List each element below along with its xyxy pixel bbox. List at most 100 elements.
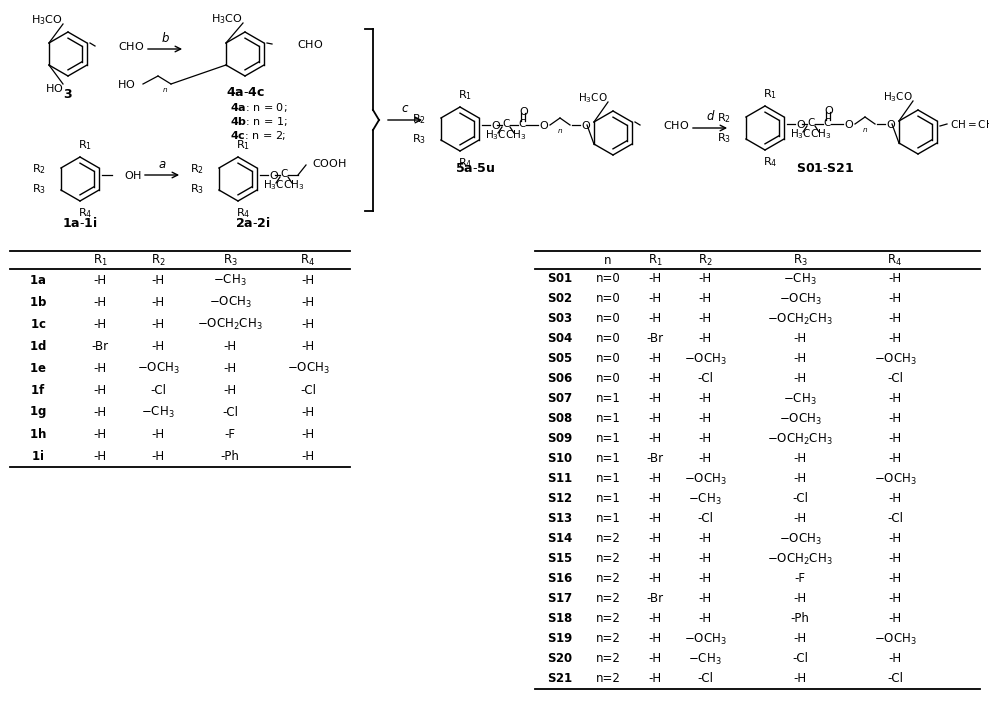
Text: -H: -H [698, 592, 711, 605]
Text: n=0: n=0 [595, 313, 620, 326]
Text: $\mathregular{O}$: $\mathregular{O}$ [491, 119, 501, 131]
Text: n=2: n=2 [595, 572, 620, 585]
Text: $\mathregular{C}$: $\mathregular{C}$ [280, 167, 289, 179]
Text: n=1: n=1 [595, 493, 620, 505]
Text: $\mathbf{1a}$: $\mathbf{1a}$ [30, 273, 46, 286]
Text: $\mathregular{CHO}$: $\mathregular{CHO}$ [297, 38, 323, 50]
Text: -H: -H [302, 296, 315, 308]
Text: $-\mathrm{OCH_2CH_3}$: $-\mathrm{OCH_2CH_3}$ [767, 551, 833, 567]
Text: n=1: n=1 [595, 413, 620, 426]
Text: -Cl: -Cl [792, 493, 808, 505]
Text: $-\mathrm{CH_3}$: $-\mathrm{CH_3}$ [688, 492, 722, 507]
Text: -Cl: -Cl [697, 513, 713, 526]
Text: $\mathregular{O}$: $\mathregular{O}$ [519, 105, 529, 117]
Text: -H: -H [888, 552, 902, 566]
Text: n: n [604, 254, 612, 267]
Text: -Cl: -Cl [792, 653, 808, 666]
Text: $-\mathrm{CH_3}$: $-\mathrm{CH_3}$ [141, 405, 175, 420]
Text: $\mathbf{4b}$: n = 1;: $\mathbf{4b}$: n = 1; [230, 116, 288, 129]
Text: $-\mathrm{OCH_3}$: $-\mathrm{OCH_3}$ [873, 352, 917, 367]
Text: $\mathregular{R_1}$: $\mathregular{R_1}$ [763, 87, 777, 101]
Text: -H: -H [698, 552, 711, 566]
Text: $\mathbf{S07}$: $\mathbf{S07}$ [547, 393, 573, 406]
Text: $-\mathrm{OCH_3}$: $-\mathrm{OCH_3}$ [873, 631, 917, 646]
Text: -H: -H [793, 372, 807, 385]
Text: $\mathregular{C}$: $\mathregular{C}$ [807, 116, 815, 128]
Text: n=0: n=0 [595, 352, 620, 365]
Text: n=1: n=1 [595, 393, 620, 406]
Text: $\mathregular{H_3C}$: $\mathregular{H_3C}$ [486, 128, 506, 142]
Text: -H: -H [649, 672, 662, 685]
Text: -H: -H [93, 296, 107, 308]
Text: -H: -H [698, 293, 711, 306]
Text: $\mathregular{O}$: $\mathregular{O}$ [581, 119, 591, 131]
Text: $\mathregular{O}$: $\mathregular{O}$ [269, 169, 279, 181]
Text: $\mathbf{S15}$: $\mathbf{S15}$ [547, 552, 573, 566]
Text: -Br: -Br [647, 592, 664, 605]
Text: $_n$: $_n$ [557, 126, 563, 136]
Text: -F: -F [794, 572, 805, 585]
Text: -H: -H [151, 273, 164, 286]
Text: $\mathregular{H_3CO}$: $\mathregular{H_3CO}$ [212, 12, 243, 26]
Text: $\mathbf{S14}$: $\mathbf{S14}$ [547, 533, 574, 546]
Text: -H: -H [151, 449, 164, 462]
Text: $-\mathrm{OCH_3}$: $-\mathrm{OCH_3}$ [683, 352, 726, 367]
Text: -H: -H [649, 372, 662, 385]
Text: -H: -H [888, 273, 902, 285]
Text: -H: -H [93, 318, 107, 331]
Text: $\mathbf{1c}$: $\mathbf{1c}$ [30, 318, 46, 331]
Text: $\mathregular{R_1}$: $\mathregular{R_1}$ [236, 138, 250, 152]
Text: $-\mathrm{OCH_3}$: $-\mathrm{OCH_3}$ [683, 472, 726, 487]
Text: -H: -H [649, 472, 662, 485]
Text: $\mathrm{R_1}$: $\mathrm{R_1}$ [93, 252, 108, 267]
Text: -Br: -Br [91, 339, 109, 352]
Text: $\mathregular{O}$: $\mathregular{O}$ [796, 118, 806, 130]
Text: $\mathbf{S03}$: $\mathbf{S03}$ [547, 313, 573, 326]
Text: -H: -H [888, 653, 902, 666]
Text: -H: -H [649, 533, 662, 546]
Text: -Cl: -Cl [887, 513, 903, 526]
Text: $\mathregular{OH}$: $\mathregular{OH}$ [124, 169, 142, 181]
Text: $\mathbf{4a}$: n = 0;: $\mathbf{4a}$: n = 0; [230, 101, 288, 114]
Text: -Ph: -Ph [221, 449, 239, 462]
Text: -H: -H [649, 433, 662, 446]
Text: $\mathbf{2a\text{-}2i}$: $\mathbf{2a\text{-}2i}$ [235, 216, 271, 230]
Text: $-\mathrm{CH_3}$: $-\mathrm{CH_3}$ [783, 391, 817, 406]
Text: -H: -H [302, 449, 315, 462]
Text: -H: -H [649, 572, 662, 585]
Text: n=1: n=1 [595, 513, 620, 526]
Text: $\mathregular{H_3CO}$: $\mathregular{H_3CO}$ [883, 90, 913, 104]
Text: $-\mathrm{OCH_2CH_3}$: $-\mathrm{OCH_2CH_3}$ [197, 316, 263, 331]
Text: -H: -H [151, 296, 164, 308]
Text: $\mathregular{CHO}$: $\mathregular{CHO}$ [118, 40, 144, 52]
Text: $\mathregular{CH_3}$: $\mathregular{CH_3}$ [810, 127, 832, 141]
Text: -H: -H [793, 633, 807, 646]
Text: -H: -H [698, 452, 711, 465]
Text: -H: -H [793, 352, 807, 365]
Text: -H: -H [93, 428, 107, 441]
Text: $\mathbf{S11}$: $\mathbf{S11}$ [547, 472, 573, 485]
Text: -H: -H [649, 352, 662, 365]
Text: c: c [402, 103, 408, 116]
Text: -H: -H [649, 493, 662, 505]
Text: $\mathrm{R_4}$: $\mathrm{R_4}$ [301, 252, 315, 267]
Text: -H: -H [649, 653, 662, 666]
Text: -H: -H [888, 413, 902, 426]
Text: $\mathbf{5a\text{-}5u}$: $\mathbf{5a\text{-}5u}$ [455, 162, 495, 175]
Text: n=0: n=0 [595, 293, 620, 306]
Text: -Cl: -Cl [150, 383, 166, 396]
Text: -H: -H [151, 318, 164, 331]
Text: $\mathbf{S02}$: $\mathbf{S02}$ [547, 293, 573, 306]
Text: n=2: n=2 [595, 592, 620, 605]
Text: n=1: n=1 [595, 433, 620, 446]
Text: $\mathrm{R_4}$: $\mathrm{R_4}$ [887, 252, 903, 267]
Text: -Cl: -Cl [697, 672, 713, 685]
Text: $\mathregular{C}$: $\mathregular{C}$ [823, 116, 832, 128]
Text: $\mathbf{S01\text{-}S21}$: $\mathbf{S01\text{-}S21}$ [796, 162, 854, 175]
Text: $\mathbf{S13}$: $\mathbf{S13}$ [547, 513, 573, 526]
Text: -Ph: -Ph [790, 613, 809, 626]
Text: $-\mathrm{OCH_3}$: $-\mathrm{OCH_3}$ [287, 360, 329, 375]
Text: -Cl: -Cl [887, 372, 903, 385]
Text: $-\mathrm{OCH_3}$: $-\mathrm{OCH_3}$ [209, 295, 251, 310]
Text: -H: -H [302, 339, 315, 352]
